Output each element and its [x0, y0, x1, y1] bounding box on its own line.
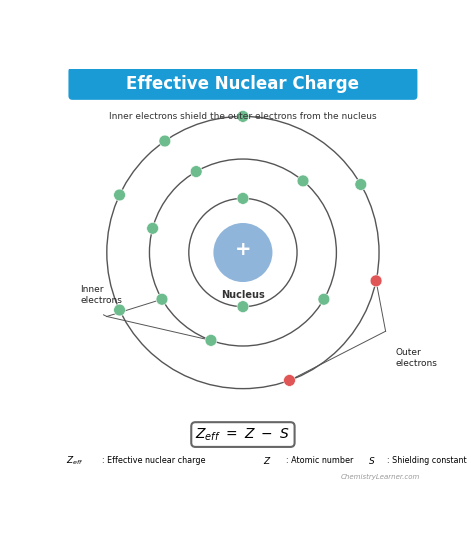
Circle shape — [159, 135, 171, 147]
Text: $Z$: $Z$ — [263, 455, 271, 466]
Circle shape — [156, 293, 168, 305]
Circle shape — [237, 110, 249, 122]
Circle shape — [205, 335, 217, 346]
Text: Inner electrons shield the outer electrons from the nucleus: Inner electrons shield the outer electro… — [109, 112, 377, 121]
Text: Nucleus: Nucleus — [221, 290, 265, 300]
Circle shape — [355, 178, 367, 190]
Circle shape — [147, 223, 158, 234]
Text: $Z_{eff}\ =\ Z\ -\ S$: $Z_{eff}\ =\ Z\ -\ S$ — [195, 426, 291, 443]
Circle shape — [114, 189, 126, 201]
Text: ChemistryLearner.com: ChemistryLearner.com — [341, 474, 420, 480]
Text: : Effective nuclear charge: : Effective nuclear charge — [102, 457, 205, 465]
Text: $S$: $S$ — [367, 455, 375, 466]
Circle shape — [114, 304, 126, 316]
Circle shape — [370, 275, 382, 287]
Circle shape — [297, 175, 309, 187]
Circle shape — [237, 301, 249, 313]
Text: : Atomic number: : Atomic number — [285, 457, 353, 465]
Text: Effective Nuclear Charge: Effective Nuclear Charge — [127, 74, 359, 93]
Text: +: + — [235, 240, 251, 259]
FancyBboxPatch shape — [68, 67, 418, 100]
Text: : Shielding constant: : Shielding constant — [387, 457, 467, 465]
Text: Outer
electrons: Outer electrons — [395, 348, 438, 368]
Circle shape — [213, 223, 273, 282]
Circle shape — [237, 192, 249, 204]
Text: $Z_{eff}$: $Z_{eff}$ — [66, 454, 83, 467]
Circle shape — [190, 165, 202, 177]
Text: Inner
electrons: Inner electrons — [81, 285, 122, 305]
Circle shape — [283, 375, 295, 386]
Circle shape — [318, 293, 330, 305]
